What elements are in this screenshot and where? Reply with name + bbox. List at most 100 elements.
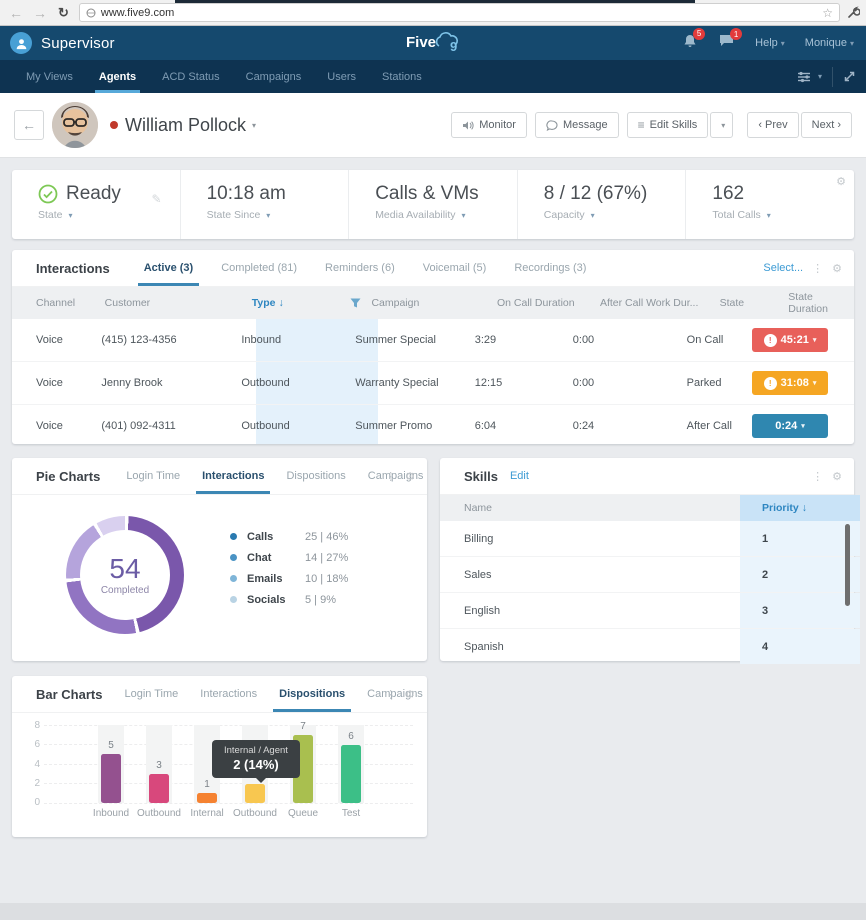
table-row[interactable]: Voice (401) 092-4311 Outbound Summer Pro… (12, 405, 854, 447)
table-row[interactable]: Voice Jenny Brook Outbound Warranty Spec… (12, 362, 854, 405)
browser-forward-icon[interactable]: → (33, 4, 47, 21)
agent-name[interactable]: William Pollock (125, 114, 247, 135)
tab-login-time[interactable]: Login Time (126, 470, 181, 482)
capacity-dropdown[interactable]: Capacity ▾ (544, 209, 686, 221)
tab-campaigns[interactable]: Campaigns (367, 470, 424, 482)
view-settings-button[interactable]: ▾ (797, 71, 822, 83)
media-dropdown[interactable]: Media Availability ▾ (375, 209, 517, 221)
back-button[interactable]: ← (14, 110, 44, 140)
total-calls-dropdown[interactable]: Total Calls ▾ (712, 209, 854, 221)
message-button[interactable]: Message (534, 112, 619, 138)
expand-icon[interactable] (843, 70, 856, 83)
tab-reminders[interactable]: Reminders (6) (325, 262, 395, 274)
tab-interactions[interactable]: Interactions (196, 458, 271, 494)
browser-menu-wrench-icon[interactable] (846, 5, 860, 20)
browser-back-icon[interactable]: ← (9, 4, 23, 21)
col-channel[interactable]: Channel (36, 297, 76, 309)
scrollbar-thumb[interactable] (845, 524, 850, 606)
select-link[interactable]: Select... (763, 262, 804, 274)
filter-funnel-icon[interactable] (350, 298, 361, 308)
bar[interactable] (149, 773, 169, 803)
cell-customer: (415) 123-4356 (101, 334, 177, 346)
bar-internal: 1 (194, 779, 220, 803)
tab-dispositions[interactable]: Dispositions (286, 470, 346, 482)
tab-dispositions[interactable]: Dispositions (273, 676, 352, 712)
state-duration-badge[interactable]: ! 31:08 ▾ (752, 371, 828, 395)
tab-interactions[interactable]: Interactions (200, 688, 258, 700)
gear-icon[interactable]: ⚙ (405, 688, 415, 701)
kebab-menu-icon[interactable]: ⋮ (812, 262, 824, 275)
monitor-button[interactable]: Monitor (451, 112, 527, 138)
total-calls-value: 162 (712, 183, 745, 204)
edit-skills-label: Edit Skills (649, 119, 698, 131)
col-type-sorted[interactable]: Type ↓ (252, 297, 372, 309)
cell-acw: 0:00 (572, 334, 595, 346)
table-row[interactable]: Voice (415) 123-4356 Inbound Summer Spec… (12, 319, 854, 362)
tab-active[interactable]: Active (3) (137, 250, 199, 286)
user-menu[interactable]: Monique ▾ (805, 37, 854, 49)
skill-row[interactable]: Sales 2 (440, 557, 860, 593)
browser-refresh-icon[interactable]: ↻ (58, 4, 69, 20)
tab-login-time[interactable]: Login Time (124, 688, 179, 700)
bookmark-star-icon[interactable]: ☆ (822, 5, 833, 20)
col-state-duration[interactable]: State Duration (788, 291, 828, 315)
kebab-menu-icon[interactable]: ⋮ (385, 470, 397, 483)
nav-campaigns[interactable]: Campaigns (245, 70, 302, 83)
browser-tab-strip (175, 0, 695, 3)
tab-completed[interactable]: Completed (81) (221, 262, 298, 274)
notifications-bell-icon[interactable]: 5 (682, 27, 706, 54)
col-acw-duration[interactable]: After Call Work Dur... (599, 297, 699, 309)
skill-row[interactable]: English 3 (440, 593, 860, 629)
messages-bubble-icon[interactable]: 1 (718, 28, 743, 53)
col-on-call-duration[interactable]: On Call Duration (496, 297, 575, 309)
col-name[interactable]: Name (464, 502, 493, 514)
chevron-down-icon: ▾ (801, 423, 805, 430)
supervisor-avatar-icon[interactable] (10, 32, 32, 54)
tab-voicemail[interactable]: Voicemail (5) (422, 262, 487, 274)
col-campaign[interactable]: Campaign (371, 297, 420, 309)
kebab-menu-icon[interactable]: ⋮ (812, 470, 824, 483)
state-duration-badge[interactable]: 0:24 ▾ (752, 414, 828, 438)
bar[interactable] (101, 754, 121, 803)
next-agent-button[interactable]: Next › (800, 112, 852, 138)
legend-dot (230, 575, 237, 582)
edit-pencil-icon[interactable]: ✎ (151, 192, 162, 206)
bar[interactable] (341, 744, 361, 803)
skill-row[interactable]: Spanish 4 (440, 629, 860, 664)
gear-icon[interactable]: ⚙ (832, 262, 842, 275)
tab-recordings[interactable]: Recordings (3) (514, 262, 587, 274)
gear-icon[interactable]: ⚙ (405, 470, 415, 483)
help-menu[interactable]: Help ▾ (755, 37, 785, 49)
legend-dot (230, 533, 237, 540)
state-duration-badge[interactable]: ! 45:21 ▾ (752, 328, 828, 352)
col-customer[interactable]: Customer (104, 297, 151, 309)
gear-icon[interactable]: ⚙ (832, 470, 842, 483)
edit-skills-link[interactable]: Edit (509, 470, 529, 482)
bar[interactable] (245, 783, 265, 803)
panel-title: Interactions (36, 260, 110, 276)
chevron-down-icon[interactable]: ▾ (252, 120, 257, 130)
skill-row[interactable]: Billing 1 (440, 521, 860, 557)
col-priority-sorted[interactable]: Priority ↓ (740, 495, 860, 521)
five9-logo: Five 9 (406, 30, 460, 54)
nav-acd-status[interactable]: ACD Status (162, 70, 220, 83)
tab-campaigns[interactable]: Campaigns (367, 688, 423, 700)
more-actions-button[interactable]: ▾ (710, 112, 734, 138)
nav-agents[interactable]: Agents (94, 60, 141, 93)
col-state[interactable]: State (719, 297, 745, 309)
nav-stations[interactable]: Stations (382, 70, 422, 83)
skill-priority: 1 (740, 521, 860, 556)
address-bar[interactable]: www.five9.com ☆ (78, 3, 840, 22)
nav-users[interactable]: Users (327, 70, 356, 83)
skills-header: Name Priority ↓ (440, 495, 860, 521)
agent-avatar[interactable] (52, 102, 98, 148)
edit-skills-button[interactable]: ≡ Edit Skills (626, 112, 709, 138)
prev-agent-button[interactable]: ‹ Prev (747, 112, 799, 138)
bar[interactable] (197, 793, 217, 803)
kebab-menu-icon[interactable]: ⋮ (385, 688, 397, 701)
state-since-dropdown[interactable]: State Since ▾ (207, 209, 349, 221)
state-dropdown[interactable]: State ▾ (38, 209, 180, 221)
gear-icon[interactable]: ⚙ (836, 176, 846, 188)
nav-my-views[interactable]: My Views (26, 70, 73, 83)
app-header: Supervisor Five 9 5 1 Help ▾ Monique ▾ (0, 26, 866, 60)
